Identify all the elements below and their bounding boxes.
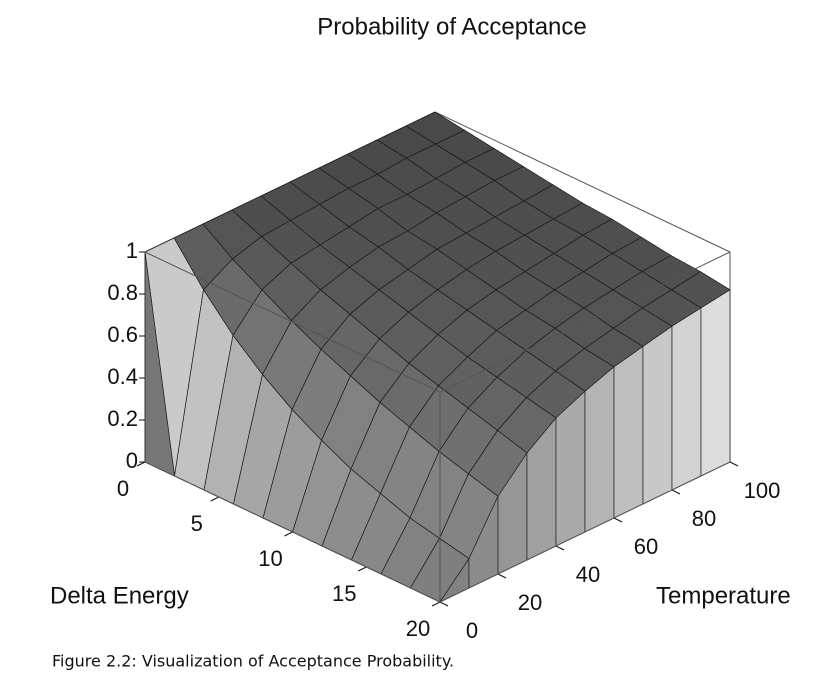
box-edge [144, 251, 441, 393]
chart-title: Probability of Acceptance [317, 13, 587, 40]
y-tick-label: 0 [466, 618, 478, 643]
z-tick-label: 0 [126, 448, 138, 473]
y-tick-label: 20 [518, 590, 542, 615]
x-tick [431, 601, 441, 607]
y-tick [729, 461, 739, 467]
x-tick-label: 20 [406, 616, 430, 641]
x-tick-label: 15 [332, 581, 356, 606]
side-wall [642, 325, 673, 505]
box-edge [434, 111, 731, 253]
x-tick [136, 461, 146, 467]
side-wall [555, 390, 586, 547]
z-tick-label: 0.8 [107, 280, 138, 305]
y-tick [497, 573, 507, 579]
x-tick-label: 5 [191, 511, 203, 536]
z-tick-label: 0.6 [107, 322, 138, 347]
box-edge [144, 461, 441, 603]
y-tick-label: 80 [692, 506, 716, 531]
side-wall [613, 345, 644, 519]
z-tick-label: 0.2 [107, 406, 138, 431]
x-tick [284, 531, 293, 537]
y-tick-label: 40 [576, 562, 600, 587]
y-tick [555, 545, 565, 551]
x-tick-label: 0 [117, 476, 129, 501]
z-tick-label: 1 [126, 238, 138, 263]
x-tick-label: 10 [258, 546, 282, 571]
caption: Figure 2.2: Visualization of Acceptance … [52, 652, 454, 671]
z-tick-label: 0.4 [107, 364, 138, 389]
y-tick [671, 489, 681, 495]
y-tick-label: 100 [744, 478, 781, 503]
side-wall [584, 366, 615, 533]
side-wall [700, 289, 731, 477]
y-axis-label: Temperature [656, 582, 791, 609]
side-wall [671, 307, 702, 491]
y-tick-label: 60 [634, 534, 658, 559]
y-tick [439, 601, 449, 607]
x-tick [210, 496, 219, 502]
y-tick [613, 517, 623, 523]
x-tick [358, 566, 367, 572]
box-edge [439, 251, 731, 393]
x-axis-label: Delta Energy [50, 582, 189, 609]
box-edge [439, 461, 731, 603]
